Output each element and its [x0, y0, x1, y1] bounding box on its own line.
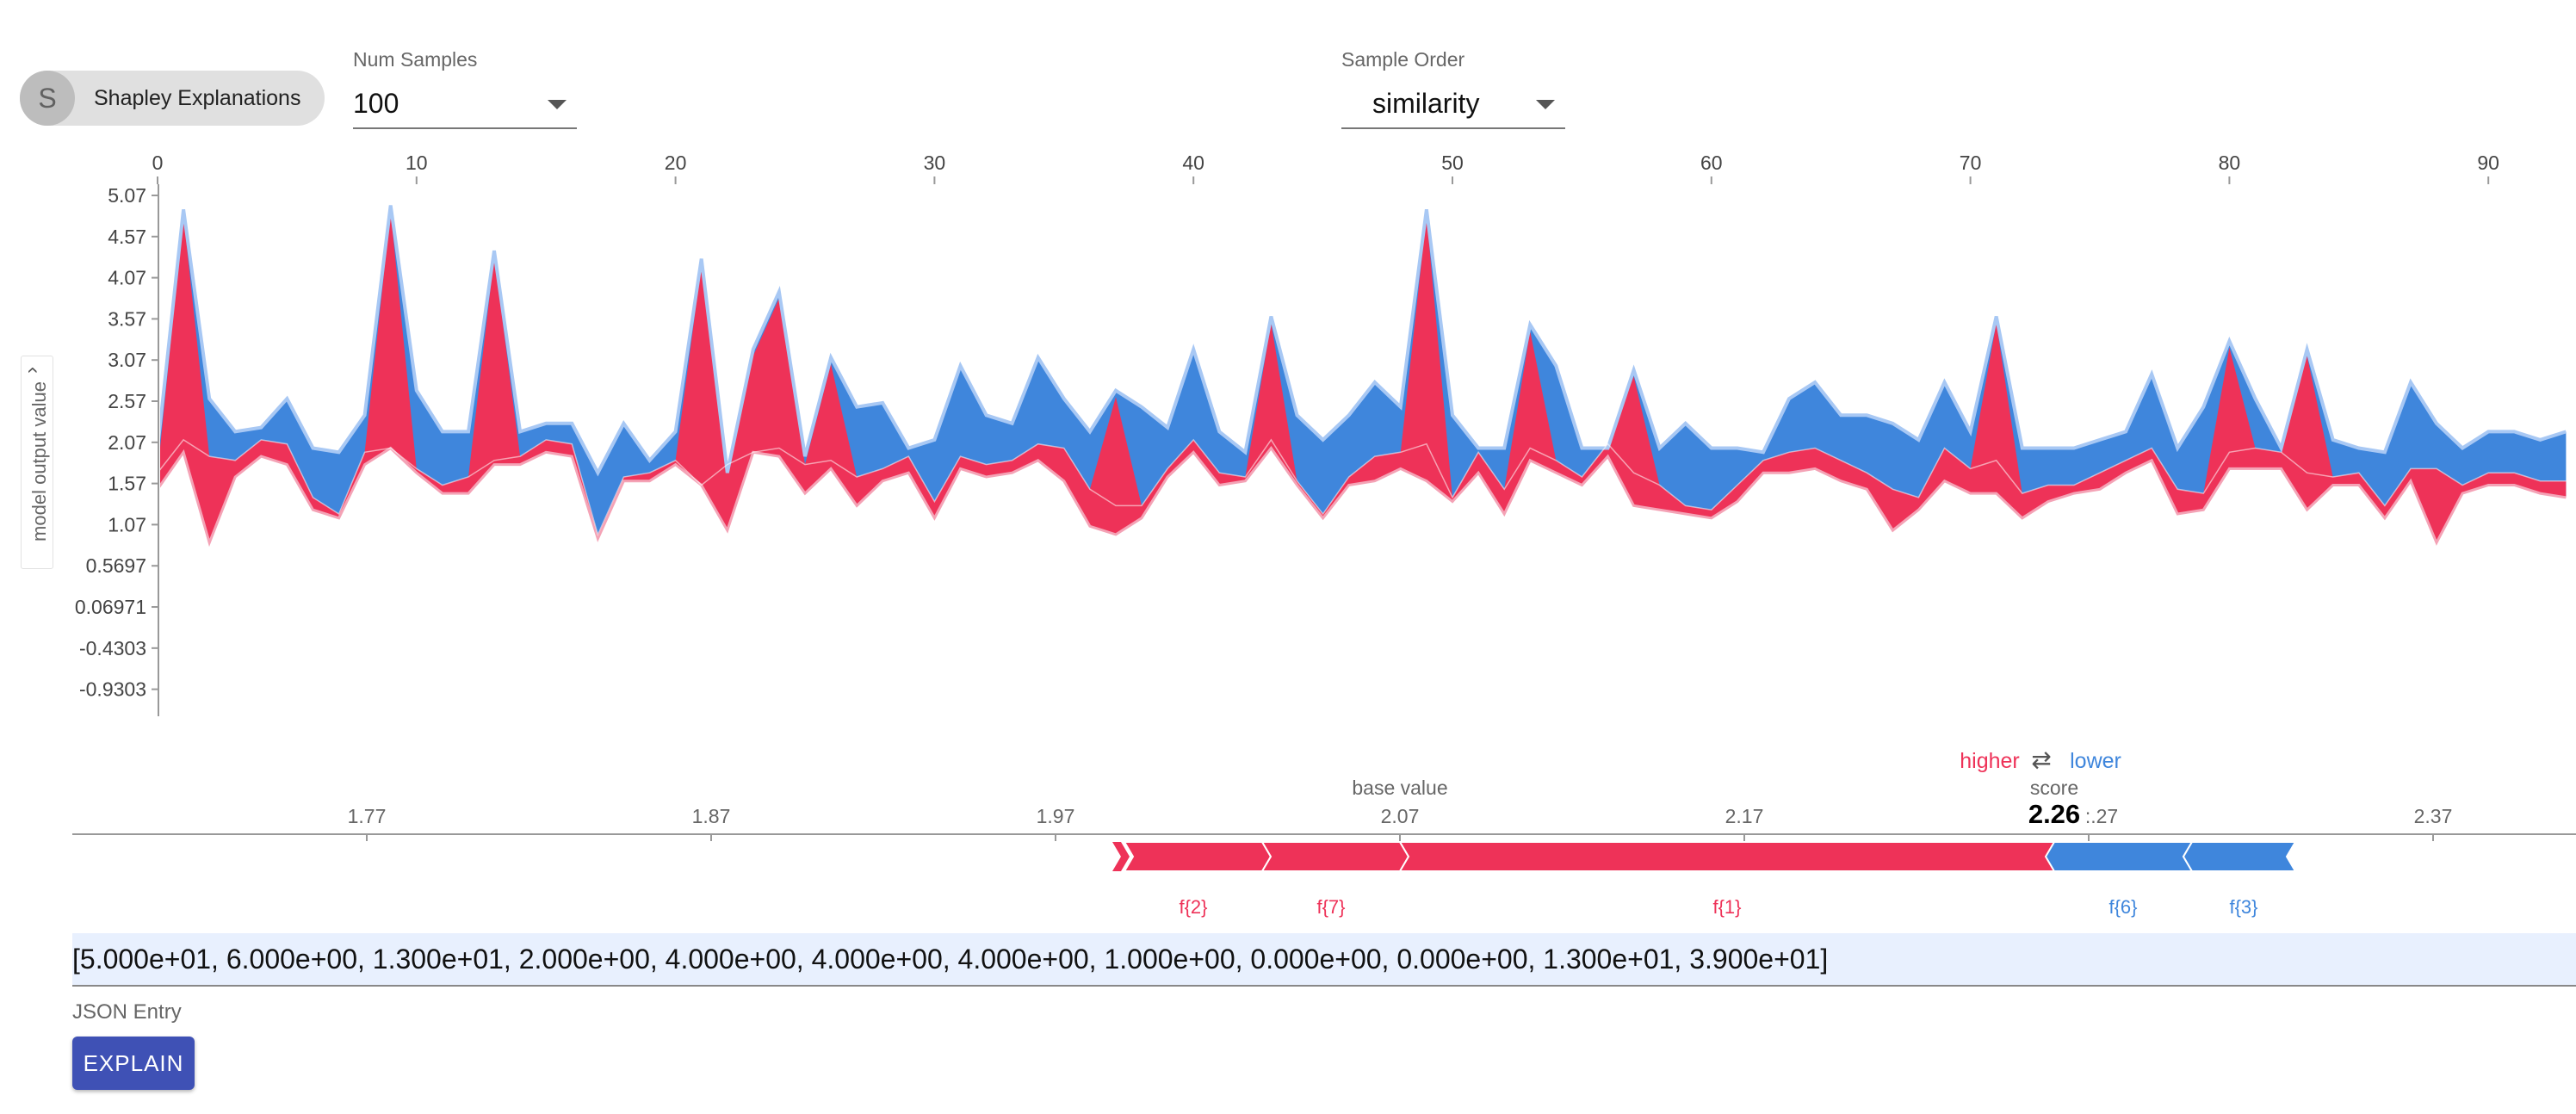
sample-order-select[interactable]: similarity — [1341, 79, 1565, 129]
sample-order-caption: Sample Order — [1341, 48, 1465, 71]
force-tick-label: 1.77 — [348, 805, 387, 827]
y-tick-label: 4.57 — [108, 226, 146, 248]
x-tick-label: 70 — [1960, 152, 1982, 174]
y-tick-label: 1.07 — [108, 513, 146, 535]
score-label: score — [2030, 777, 2078, 799]
y-tick-label: 0.5697 — [86, 554, 146, 577]
y-tick-label: -0.4303 — [79, 637, 146, 659]
x-tick-label: 90 — [2477, 152, 2499, 174]
force-tick-label: 1.97 — [1037, 805, 1075, 827]
x-tick-label: 30 — [924, 152, 946, 174]
legend-higher: higher — [1960, 749, 2020, 773]
legend-lower: lower — [2070, 749, 2121, 773]
y-tick-label: 2.57 — [108, 390, 146, 412]
x-tick-label: 0 — [152, 152, 164, 174]
force-feature-label: f{3} — [2229, 896, 2257, 918]
y-axis-label-select[interactable] — [21, 356, 53, 569]
chevron-down-icon — [1536, 100, 1555, 109]
x-tick-label: 80 — [2219, 152, 2241, 174]
score-value: 2.26 — [2028, 799, 2080, 829]
force-tick-label: 1.87 — [692, 805, 731, 827]
y-tick-label: 5.07 — [108, 184, 146, 207]
x-tick-label: 20 — [665, 152, 687, 174]
positive-area — [160, 212, 2567, 543]
force-segment-f2 — [1123, 841, 1273, 872]
explain-button[interactable]: EXPLAIN — [72, 1037, 195, 1090]
inner-strand — [160, 438, 2567, 537]
shapley-explanations-chip[interactable]: S Shapley Explanations — [20, 71, 325, 126]
y-tick-label: 3.07 — [108, 349, 146, 371]
force-tick-label: 2.37 — [2414, 805, 2453, 827]
force-feature-label: f{1} — [1712, 896, 1741, 918]
force-tick-label: 2.17 — [1725, 805, 1764, 827]
stacked-explanation-chart: 0 10 20 30 40 50 60 70 80 90 5.07 4.57 4.07 3.57 3.07 2… — [75, 152, 2567, 716]
chip-label: Shapley Explanations — [94, 85, 301, 110]
num-samples-value: 100 — [353, 87, 399, 119]
force-feature-label: f{7} — [1316, 896, 1345, 918]
force-feature-label: f{2} — [1179, 896, 1207, 918]
x-tick-label: 10 — [406, 152, 428, 174]
stack-areas — [160, 205, 2567, 548]
force-segment-f1 — [1398, 841, 2065, 872]
force-tick-label: :.27 — [2085, 805, 2118, 827]
negative-area — [160, 205, 2567, 543]
force-segment-f6 — [2044, 841, 2194, 872]
y-tick-label: 4.07 — [108, 267, 146, 289]
base-value-label: base value — [1352, 777, 1447, 799]
y-tick-label: 2.07 — [108, 431, 146, 454]
x-tick-label: 60 — [1700, 152, 1723, 174]
y-tick-label: 1.57 — [108, 473, 146, 495]
x-tick-label: 50 — [1441, 152, 1464, 174]
chevron-down-icon — [548, 100, 567, 109]
force-segment-f3 — [2182, 841, 2297, 872]
force-tick-label: 2.07 — [1381, 805, 1420, 827]
y-tick-label: -0.9303 — [79, 678, 146, 701]
json-entry-value: [5.000e+01, 6.000e+00, 1.300e+01, 2.000e… — [72, 943, 1829, 975]
chip-avatar: S — [20, 71, 75, 126]
lower-outline — [160, 445, 2567, 548]
upper-outline — [160, 205, 2567, 477]
force-segment-f7 — [1260, 841, 1410, 872]
y-tick-label: 0.06971 — [75, 596, 146, 618]
x-tick-label: 40 — [1182, 152, 1204, 174]
sample-order-value: similarity — [1372, 87, 1480, 119]
num-samples-caption: Num Samples — [353, 48, 478, 71]
force-feature-label: f{6} — [2108, 896, 2137, 918]
json-entry-input[interactable]: [5.000e+01, 6.000e+00, 1.300e+01, 2.000e… — [72, 933, 2576, 987]
y-tick-label: 3.57 — [108, 307, 146, 330]
force-start-chevron — [1112, 842, 1130, 871]
legend-arrow-icon: ⇄ — [2031, 746, 2051, 773]
json-entry-caption: JSON Entry — [72, 1000, 182, 1024]
num-samples-select[interactable]: 100 — [353, 79, 577, 129]
